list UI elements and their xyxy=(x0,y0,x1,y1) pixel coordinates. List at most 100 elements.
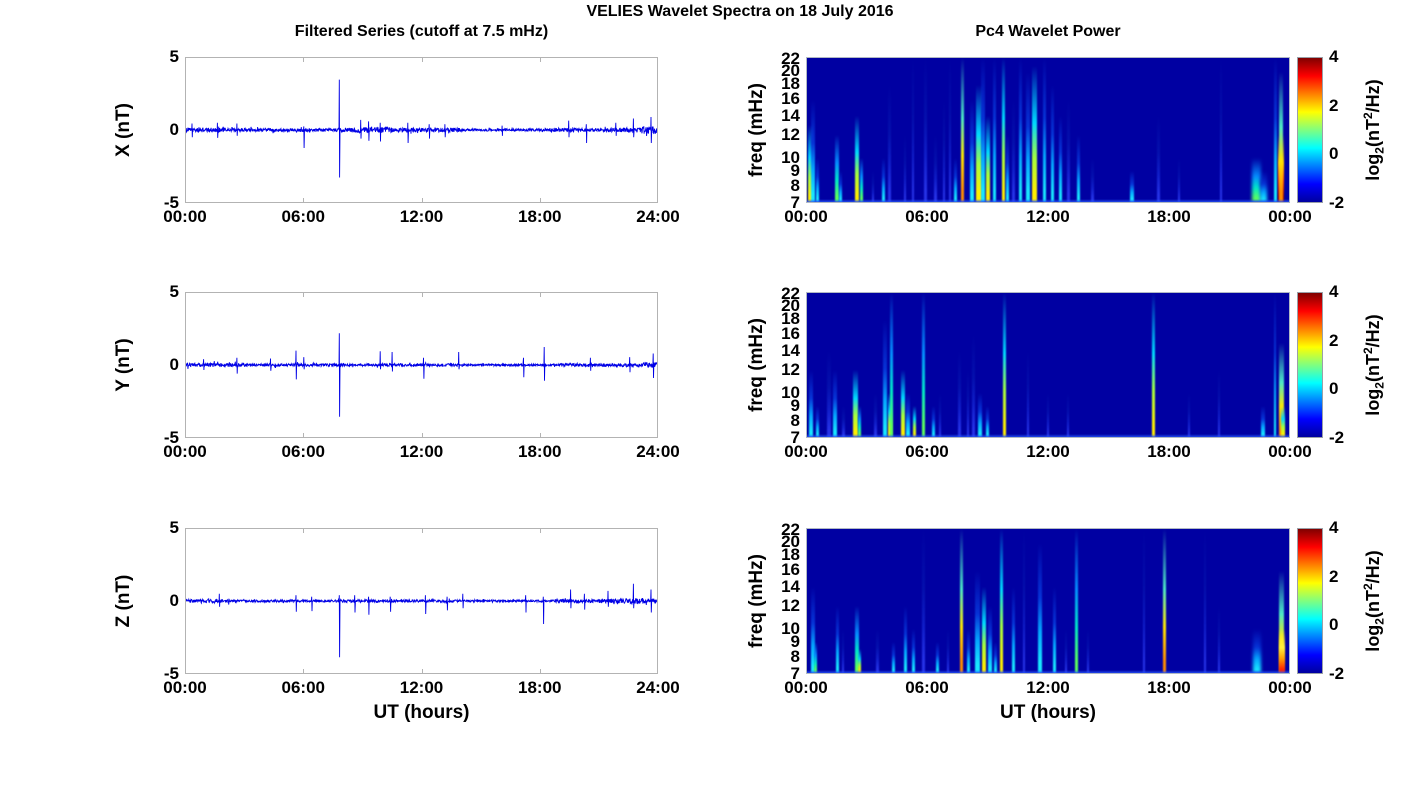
y-tick-label: 5 xyxy=(169,282,179,301)
wavelet-streak xyxy=(922,529,925,673)
axis-tickmark xyxy=(539,57,541,62)
y-tick-label: 5 xyxy=(169,518,179,537)
freq-tick-label: 16 xyxy=(781,324,800,344)
wavelet-streak xyxy=(813,641,817,673)
wavelet-streak xyxy=(1274,58,1278,202)
y-axis-label-y: Y (nT) xyxy=(113,338,134,392)
x-tick-label: 00:00 xyxy=(784,442,828,461)
colorbar-tick-label: 4 xyxy=(1329,47,1339,66)
wavelet-streak xyxy=(977,392,982,437)
figure-title: VELIES Wavelet Spectra on 18 July 2016 xyxy=(586,3,894,20)
wavelet-streak xyxy=(857,405,861,437)
x-tick-label: 12:00 xyxy=(1026,678,1070,697)
axis-tickmark xyxy=(421,57,423,62)
wavelet-streak xyxy=(1058,116,1062,202)
timeseries-panel-z xyxy=(185,528,658,674)
x-tick-label: 00:00 xyxy=(1268,207,1312,226)
wavelet-streak xyxy=(1273,293,1276,437)
axis-tickmark xyxy=(421,669,423,674)
wavelet-streak xyxy=(889,293,893,437)
colorbar xyxy=(1297,528,1323,674)
wavelet-streak xyxy=(827,351,832,437)
colorbar-tick-label: -2 xyxy=(1329,428,1345,447)
freq-tick-label: 18 xyxy=(781,74,800,94)
x-axis-label-right: UT (hours) xyxy=(999,702,1097,723)
y-tick-label: 0 xyxy=(169,591,179,610)
freq-tick-label: 12 xyxy=(781,596,800,616)
axis-tickmark xyxy=(303,198,305,203)
wavelet-streak xyxy=(948,58,951,202)
wavelet-streak xyxy=(883,320,888,437)
freq-tick-label: 14 xyxy=(781,576,800,596)
wavelet-streak xyxy=(852,370,858,437)
freq-axis-label-y: freq (mHz) xyxy=(746,318,767,412)
wavelet-streak xyxy=(932,405,935,437)
wavelet-streak xyxy=(1278,342,1284,437)
axis-tickmark xyxy=(421,292,423,297)
freq-tick-label: 9 xyxy=(790,161,800,181)
coi-glow xyxy=(807,670,1289,673)
freq-tick-label: 20 xyxy=(781,296,800,316)
wavelet-streak xyxy=(1076,135,1080,202)
wavelet-streak xyxy=(1219,58,1222,202)
wavelet-streak xyxy=(857,649,861,673)
axis-tickmark xyxy=(539,198,541,203)
wavelet-streak xyxy=(1050,85,1054,202)
wavelet-streak xyxy=(855,606,860,673)
x-tick-label: 00:00 xyxy=(784,207,828,226)
wavelet-streak xyxy=(809,370,813,437)
wavelet-streak xyxy=(994,641,998,673)
x-tick-label: 18:00 xyxy=(1147,442,1191,461)
wavelet-streak xyxy=(859,157,863,202)
wavelet-streak xyxy=(1052,587,1056,673)
colorbar-label-part: 2 xyxy=(1372,618,1387,625)
x-tick-label: 12:00 xyxy=(399,442,444,461)
freq-tick-label: 22 xyxy=(781,520,800,540)
axis-tickmark xyxy=(421,528,423,533)
coi-glow xyxy=(807,434,1289,437)
y-tick-label: -5 xyxy=(163,193,179,212)
wavelet-streak xyxy=(960,529,964,673)
x-tick-label: 00:00 xyxy=(163,207,207,226)
wavelet-streak xyxy=(835,606,839,673)
x-tick-label: 06:00 xyxy=(905,678,949,697)
freq-axis-label-x: freq (mHz) xyxy=(746,83,767,177)
wavelet-streak xyxy=(1279,628,1285,673)
wavelet-streak xyxy=(906,392,911,437)
colorbar-label-part: log xyxy=(1363,153,1383,181)
wavelet-streak xyxy=(993,58,997,202)
wavelet-streak xyxy=(1279,72,1284,202)
colorbar-label: log2(nT2/Hz) xyxy=(1357,57,1387,203)
wavelet-streak xyxy=(934,135,937,202)
colorbar-tick-label: 0 xyxy=(1329,144,1339,164)
x-tick-label: 06:00 xyxy=(281,207,325,226)
wavelet-streak xyxy=(815,157,819,202)
wavelet-streak xyxy=(1000,529,1004,673)
wavelet-streak xyxy=(1090,157,1094,202)
axis-tickmark xyxy=(303,292,305,297)
wavelet-streak xyxy=(872,170,875,202)
wavelet-streak xyxy=(1281,405,1285,437)
colorbar-label-part: (nT xyxy=(1363,354,1383,382)
wavelet-streak xyxy=(975,85,982,202)
axis-tickmark xyxy=(421,198,423,203)
y-tick-label: -5 xyxy=(163,664,179,683)
colorbar-label-part: 2 xyxy=(1372,147,1387,154)
x-tick-label: 12:00 xyxy=(1026,207,1070,226)
colorbar-tick-label: 0 xyxy=(1329,615,1339,635)
wavelet-streak xyxy=(1217,606,1220,673)
wavelet-streak xyxy=(1067,392,1070,437)
colorbar-label: log2(nT2/Hz) xyxy=(1357,292,1387,438)
axis-tickmark xyxy=(303,528,305,533)
x-tick-label: 18:00 xyxy=(518,207,562,226)
x-tick-label: 00:00 xyxy=(784,678,828,697)
wavelet-streak xyxy=(1003,293,1007,437)
wavelet-streak xyxy=(1252,157,1262,202)
wavelet-streak xyxy=(811,99,815,202)
wavelet-streak xyxy=(904,135,907,202)
freq-tick-label: 10 xyxy=(781,619,800,639)
y-tick-label: 0 xyxy=(169,355,179,374)
wavelet-streak xyxy=(966,370,969,437)
x-axis-label-left: UT (hours) xyxy=(373,702,470,723)
colorbar-tick-label: 2 xyxy=(1329,95,1339,115)
